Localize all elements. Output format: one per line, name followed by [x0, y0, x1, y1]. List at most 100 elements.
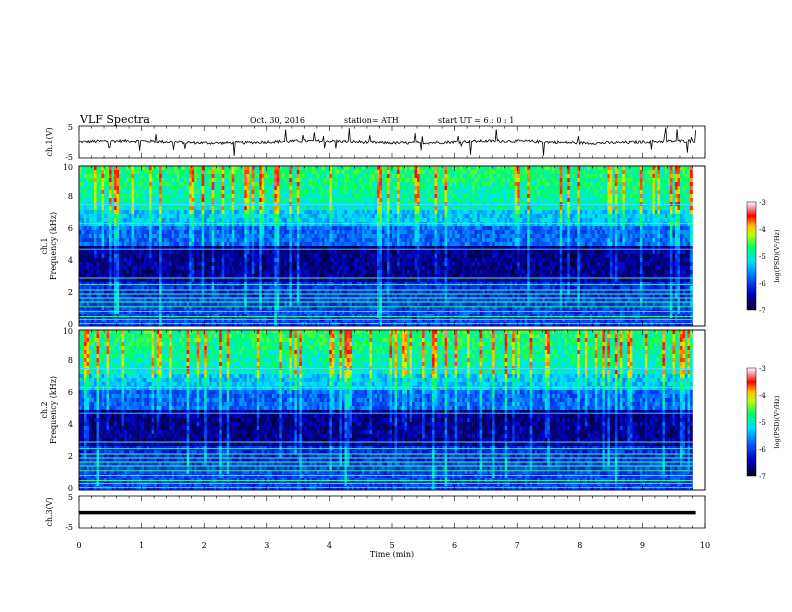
spectrogram-cell	[224, 170, 228, 175]
spectrogram-cell	[422, 218, 425, 223]
spectrogram-cell	[249, 174, 253, 179]
spectrogram-cell	[281, 170, 285, 175]
spectrogram-cell	[454, 206, 458, 211]
spectrogram-cell	[462, 166, 465, 171]
spectrogram-cell	[584, 230, 588, 235]
spectrogram-cell	[244, 230, 248, 235]
spectrogram-cell	[542, 238, 546, 243]
spectrogram-cell	[537, 242, 541, 247]
spectrogram-cell	[376, 226, 380, 231]
spectrogram-cell	[201, 214, 205, 219]
spectrogram-cell	[629, 198, 633, 203]
spectrogram-cell	[519, 218, 523, 223]
spectrogram-cell	[169, 178, 172, 183]
spectrogram-cell	[549, 230, 553, 235]
spectrogram-cell	[291, 242, 295, 247]
spectrogram-cell	[632, 178, 636, 183]
spectrogram-cell	[184, 246, 187, 251]
spectrogram-cell	[479, 174, 483, 179]
spectrogram-cell	[104, 246, 107, 251]
spectrogram-cell	[389, 166, 393, 171]
spectrogram-cell	[654, 218, 658, 223]
spectrogram-cell	[624, 194, 628, 199]
spectrogram-cell	[592, 182, 596, 187]
spectrogram-cell	[519, 206, 523, 211]
spectrogram-cell	[99, 234, 102, 239]
spectrogram-cell	[156, 198, 160, 203]
spectrogram-cell	[439, 198, 443, 203]
spectrogram-cell	[589, 194, 593, 199]
spectrogram-cell	[104, 174, 107, 179]
spectrogram-cell	[174, 182, 177, 187]
spectrogram-cell	[114, 198, 117, 203]
spectrogram-cell	[582, 230, 586, 235]
spectrogram-cell	[532, 206, 536, 211]
spectrogram-cell	[549, 178, 553, 183]
spectrogram-cell	[559, 174, 563, 179]
spectrogram-cell	[359, 194, 363, 199]
spectrogram-cell	[236, 182, 240, 187]
spectrogram-cell	[181, 170, 185, 175]
spectrogram-cell	[454, 238, 458, 243]
spectrogram-cell	[354, 194, 358, 199]
spectrogram-cell	[359, 170, 363, 175]
spectrogram-cell	[216, 242, 220, 247]
spectrogram-cell	[414, 234, 418, 239]
spectrogram-cell	[524, 230, 528, 235]
spectrogram-cell	[687, 222, 691, 227]
spectrogram-cell	[412, 170, 415, 175]
spectrogram-cell	[176, 214, 180, 219]
spectrogram-cell	[221, 190, 225, 195]
spectrogram-cell	[419, 210, 423, 215]
spectrogram-cell	[254, 226, 258, 231]
spectrogram-cell	[386, 210, 390, 215]
spectrogram-cell	[171, 174, 175, 179]
spectrogram-cell	[517, 186, 520, 191]
spectrogram-cell	[529, 166, 533, 171]
spectrogram-cell	[389, 234, 393, 239]
spectrogram-cell	[144, 190, 147, 195]
spectrogram-cell	[627, 238, 631, 243]
spectrogram-cell	[126, 222, 130, 227]
spectrogram-cell	[674, 214, 678, 219]
spectrogram-cell	[479, 170, 483, 175]
spectrogram-cell	[477, 214, 480, 219]
spectrogram-cell	[306, 210, 310, 215]
spectrogram-cell	[504, 214, 508, 219]
spectrogram-cell	[206, 210, 210, 215]
spectrogram-cell	[159, 214, 162, 219]
spectrogram-cell	[91, 182, 95, 187]
spectrogram-cell	[224, 206, 228, 211]
spectrogram-cell	[477, 178, 480, 183]
spectrogram-cell	[209, 174, 213, 179]
spectrogram-cell	[94, 198, 97, 203]
spectrogram-cell	[89, 166, 92, 171]
spectrogram-cell	[319, 166, 323, 171]
spectrogram-cell	[684, 198, 688, 203]
spectrogram-cell	[246, 222, 250, 227]
spectrogram-cell	[519, 230, 523, 235]
spectrogram-cell	[241, 198, 245, 203]
spectrogram-cell	[81, 194, 85, 199]
spectrogram-cell	[234, 198, 238, 203]
spectrogram-cell	[79, 166, 82, 171]
spectrogram-cell	[211, 194, 215, 199]
spectrogram-cell	[291, 194, 295, 199]
spectrogram-cell	[369, 210, 373, 215]
spectrogram-cell	[407, 198, 410, 203]
spectrogram-cell	[341, 182, 345, 187]
spectrogram-cell	[254, 170, 258, 175]
spectrogram-cell	[116, 226, 120, 231]
spectrogram-cell	[214, 210, 218, 215]
spectrogram-cell	[371, 182, 375, 187]
spectrogram-cell	[156, 210, 160, 215]
spectrogram-cell	[612, 218, 616, 223]
spectrogram-cell	[146, 170, 150, 175]
spectrogram-cell	[254, 218, 258, 223]
spectrogram-cell	[444, 210, 448, 215]
spectrogram-cell	[404, 170, 408, 175]
spectrogram-cell	[502, 190, 505, 195]
spectrogram-cell	[149, 198, 152, 203]
spectrogram-cell	[594, 242, 598, 247]
spectrogram-cell	[251, 198, 255, 203]
